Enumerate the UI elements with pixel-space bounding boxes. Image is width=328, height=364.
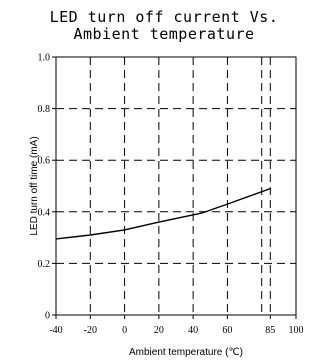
x-tick-label-3: 20 [154, 325, 164, 336]
chart-title-line-2: Ambient temperature [73, 25, 255, 43]
chart-title-line-1: LED turn off current Vs. [49, 8, 279, 26]
x-tick-label-7: 100 [289, 325, 304, 336]
y-axis-title: LED turn off time (mA) [29, 136, 40, 235]
y-tick-label-0: 0 [45, 311, 50, 322]
series-line-0 [55, 187, 271, 240]
x-axis-title: Ambient temperature (℃) [129, 347, 243, 358]
x-tick-label-0: -40 [49, 325, 62, 336]
y-tick-label-4: 0.8 [38, 104, 51, 115]
x-tick-label-4: 40 [188, 325, 198, 336]
x-tick-label-1: -20 [84, 325, 97, 336]
x-tick-label-2: 0 [122, 325, 127, 336]
x-tick-label-6: 85 [265, 325, 275, 336]
y-tick-label-3: 0.6 [38, 156, 51, 167]
y-tick-label-5: 1.0 [38, 53, 51, 64]
y-tick-label-1: 0.2 [38, 259, 51, 270]
plot-frame [55, 56, 297, 316]
x-tick-label-5: 60 [222, 325, 232, 336]
y-tick-label-2: 0.4 [38, 207, 51, 218]
